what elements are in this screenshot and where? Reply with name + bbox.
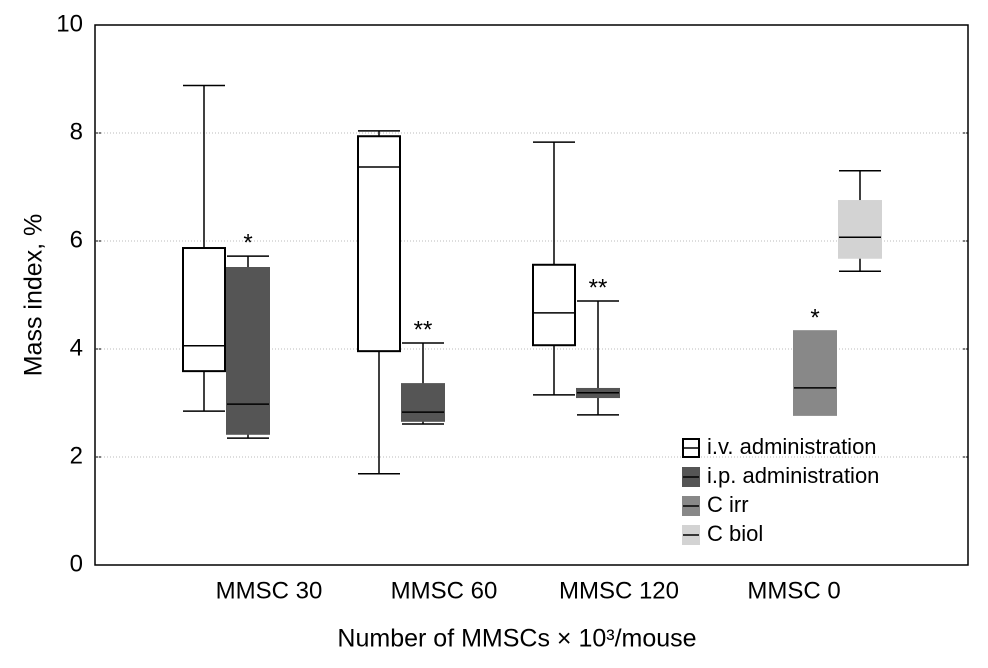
- box: [838, 200, 882, 259]
- box: [226, 267, 270, 435]
- y-tick-label: 0: [70, 550, 83, 577]
- significance-mark: *: [810, 305, 819, 332]
- significance-mark: **: [589, 274, 608, 301]
- significance-mark: **: [414, 316, 433, 343]
- x-tick-label: MMSC 60: [391, 577, 498, 604]
- box: [793, 330, 837, 416]
- box: [532, 263, 576, 347]
- y-tick-label: 4: [70, 334, 83, 361]
- x-tick-label: MMSC 0: [747, 577, 840, 604]
- x-tick-label: MMSC 30: [216, 577, 323, 604]
- y-tick-label: 2: [70, 442, 83, 469]
- box: [357, 135, 401, 353]
- y-tick-label: 6: [70, 226, 83, 253]
- y-tick-label: 8: [70, 118, 83, 145]
- legend-label: C biol: [707, 521, 763, 546]
- box: [401, 383, 445, 422]
- plot-frame: [94, 24, 969, 566]
- legend-label: C irr: [707, 492, 749, 517]
- legend-label: i.p. administration: [707, 463, 879, 488]
- legend-label: i.v. administration: [707, 434, 877, 459]
- box: [182, 247, 226, 373]
- y-axis-label: Mass index, %: [20, 214, 48, 377]
- y-tick-label: 10: [56, 10, 83, 37]
- x-axis-label: Number of MMSCs × 10³/mouse: [337, 625, 696, 653]
- x-tick-label: MMSC 120: [559, 577, 679, 604]
- significance-mark: *: [243, 229, 252, 256]
